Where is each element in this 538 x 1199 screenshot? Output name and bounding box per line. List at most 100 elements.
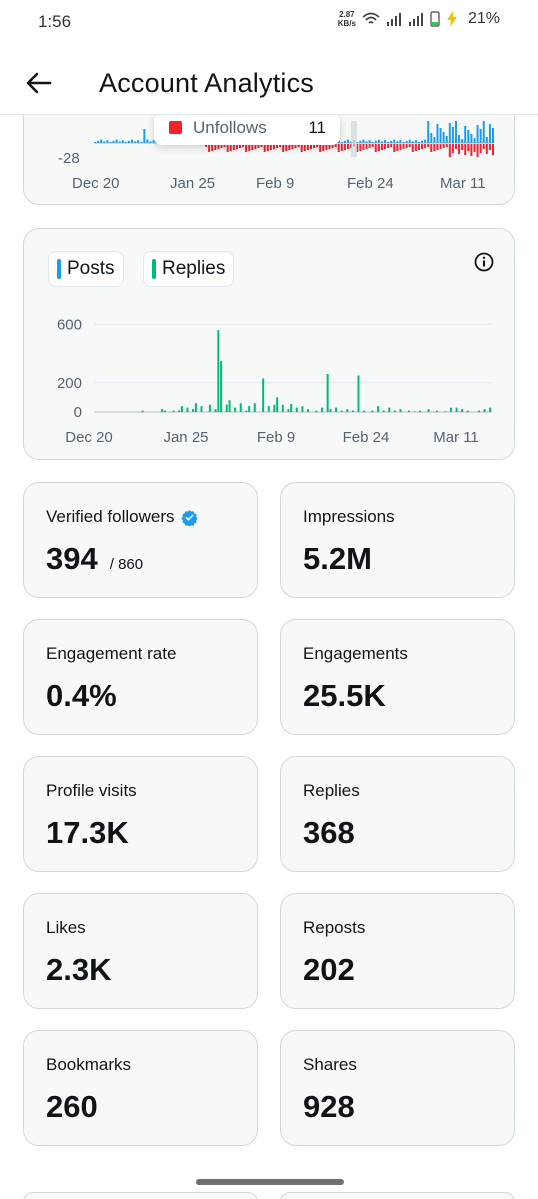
replies-bar bbox=[307, 409, 310, 412]
status-icons: 2.87 KB/s 21% bbox=[338, 10, 500, 28]
metric-card-impressions[interactable]: Impressions 5.2M bbox=[280, 482, 515, 598]
replies-bar bbox=[287, 409, 290, 412]
y-tick-label: 0 bbox=[74, 404, 82, 421]
legend-posts[interactable]: Posts bbox=[48, 251, 124, 287]
back-button[interactable] bbox=[22, 66, 56, 100]
metric-card-reposts[interactable]: Reposts 202 bbox=[280, 893, 515, 1009]
replies-bar bbox=[301, 406, 304, 412]
y-tick-label: 600 bbox=[57, 316, 82, 333]
hover-cursor bbox=[351, 121, 357, 157]
unfollows-bar bbox=[288, 144, 291, 150]
metric-card-engagements[interactable]: Engagements 25.5K bbox=[280, 619, 515, 735]
metric-value: 394 / 860 bbox=[46, 541, 143, 577]
unfollows-bar bbox=[343, 144, 346, 150]
follows-bar bbox=[417, 142, 420, 143]
metric-label-text: Bookmarks bbox=[46, 1055, 132, 1074]
unfollows-bar bbox=[235, 144, 238, 149]
follows-bar bbox=[340, 142, 343, 143]
unfollows-bar bbox=[445, 144, 448, 147]
legend-replies-label: Replies bbox=[162, 258, 226, 279]
metric-value-text: 5.2M bbox=[303, 541, 372, 576]
unfollows-bar bbox=[411, 144, 414, 152]
follows-bar bbox=[337, 140, 340, 143]
follows-bar bbox=[467, 130, 470, 143]
metric-value: 0.4% bbox=[46, 678, 117, 714]
follows-bar bbox=[137, 140, 140, 143]
metric-label-text: Engagements bbox=[303, 644, 408, 663]
metric-card-profile-visits[interactable]: Profile visits 17.3K bbox=[23, 756, 258, 872]
metric-card-engagement-rate[interactable]: Engagement rate 0.4% bbox=[23, 619, 258, 735]
follows-bar bbox=[488, 124, 491, 143]
follows-bar bbox=[464, 126, 467, 143]
replies-bar bbox=[267, 406, 270, 412]
follows-bar bbox=[451, 127, 454, 143]
replies-bar bbox=[239, 403, 242, 412]
unfollows-bar bbox=[297, 144, 300, 147]
follows-bar bbox=[399, 140, 402, 143]
metric-card-replies[interactable]: Replies 368 bbox=[280, 756, 515, 872]
follows-bar bbox=[152, 140, 155, 143]
unfollows-bar bbox=[436, 144, 439, 150]
replies-bar bbox=[407, 410, 410, 412]
follows-bar bbox=[346, 139, 349, 143]
unfollows-bar bbox=[337, 144, 340, 152]
metric-card-shares[interactable]: Shares 928 bbox=[280, 1030, 515, 1146]
replies-bar bbox=[419, 410, 422, 412]
metric-label: Bookmarks bbox=[46, 1055, 131, 1075]
unfollows-bar bbox=[467, 144, 470, 151]
replies-bar bbox=[393, 410, 396, 412]
metric-label: Reposts bbox=[303, 918, 365, 938]
metric-card-verified-followers[interactable]: Verified followers 394 / 860 bbox=[23, 482, 258, 598]
follows-bar bbox=[485, 137, 488, 143]
unfollows-bar bbox=[285, 144, 288, 151]
metric-label: Verified followers bbox=[46, 507, 198, 527]
metric-value: 17.3K bbox=[46, 815, 129, 851]
home-indicator[interactable] bbox=[196, 1179, 344, 1185]
unfollows-bar bbox=[365, 144, 368, 149]
unfollows-bar bbox=[340, 144, 343, 151]
replies-bar bbox=[248, 406, 251, 412]
follows-bar bbox=[445, 136, 448, 143]
metric-label: Engagements bbox=[303, 644, 408, 664]
follows-bar bbox=[124, 142, 127, 143]
follows-bar bbox=[421, 140, 424, 143]
unfollows-bar bbox=[313, 144, 316, 148]
follows-bar bbox=[396, 141, 399, 143]
follows-bar bbox=[461, 139, 464, 143]
info-icon[interactable] bbox=[473, 251, 495, 273]
unfollows-bar bbox=[223, 144, 226, 147]
follows-bar bbox=[109, 142, 112, 143]
metric-label: Impressions bbox=[303, 507, 395, 527]
follows-bar bbox=[439, 128, 442, 143]
unfollows-bar bbox=[226, 144, 229, 152]
legend-replies[interactable]: Replies bbox=[143, 251, 235, 287]
unfollows-bar bbox=[242, 144, 245, 147]
x-tick-label: Mar 11 bbox=[440, 175, 486, 192]
follows-bar bbox=[442, 132, 445, 143]
metric-label: Likes bbox=[46, 918, 86, 938]
unfollows-bar bbox=[359, 144, 362, 151]
replies-bar bbox=[461, 409, 464, 412]
follows-bar bbox=[458, 135, 461, 143]
follows-bar bbox=[424, 139, 427, 143]
y-tick-label: 200 bbox=[57, 375, 82, 392]
unfollows-bar bbox=[368, 144, 371, 148]
metric-card-likes[interactable]: Likes 2.3K bbox=[23, 893, 258, 1009]
metric-card-bookmarks[interactable]: Bookmarks 260 bbox=[23, 1030, 258, 1146]
unfollows-bar bbox=[260, 144, 263, 147]
replies-bar bbox=[357, 375, 360, 412]
unfollows-bar bbox=[461, 144, 464, 150]
follows-bar bbox=[405, 140, 408, 143]
unfollows-bar bbox=[454, 144, 457, 149]
x-tick-label: Feb 9 bbox=[256, 175, 294, 192]
unfollows-bar bbox=[319, 144, 322, 152]
replies-bar bbox=[228, 400, 231, 412]
replies-bar bbox=[340, 410, 343, 412]
follows-bar bbox=[433, 137, 436, 143]
metric-value: 260 bbox=[46, 1089, 98, 1125]
replies-bar bbox=[178, 410, 181, 412]
follows-bar bbox=[408, 139, 411, 143]
replies-bar bbox=[382, 410, 385, 412]
follows-bar bbox=[94, 142, 96, 143]
replies-bar bbox=[253, 403, 256, 412]
